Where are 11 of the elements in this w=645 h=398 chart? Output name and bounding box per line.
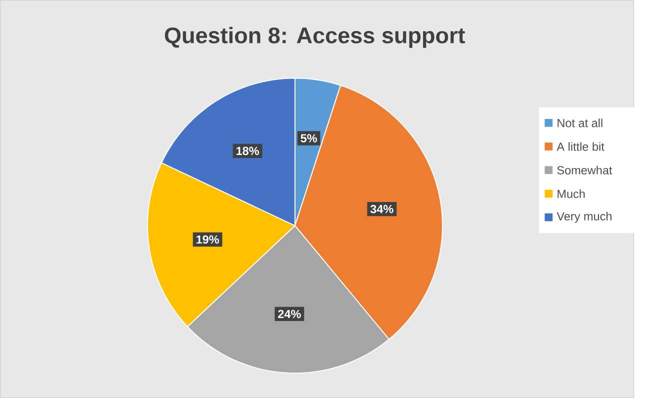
- data-label: 19%: [196, 235, 220, 244]
- legend-label: Much: [558, 189, 585, 198]
- legend-label: Not at all: [558, 118, 602, 128]
- data-label: 5%: [300, 134, 318, 142]
- data-label: 24%: [278, 310, 301, 318]
- data-label: 34%: [370, 204, 394, 214]
- legend-label: Somewhat: [557, 166, 612, 174]
- data-label: 18%: [236, 146, 260, 155]
- chart-title: Question 8: Access support: [164, 26, 466, 48]
- legend-label: Very much: [556, 212, 612, 223]
- legend-label: A little bit: [556, 142, 604, 151]
